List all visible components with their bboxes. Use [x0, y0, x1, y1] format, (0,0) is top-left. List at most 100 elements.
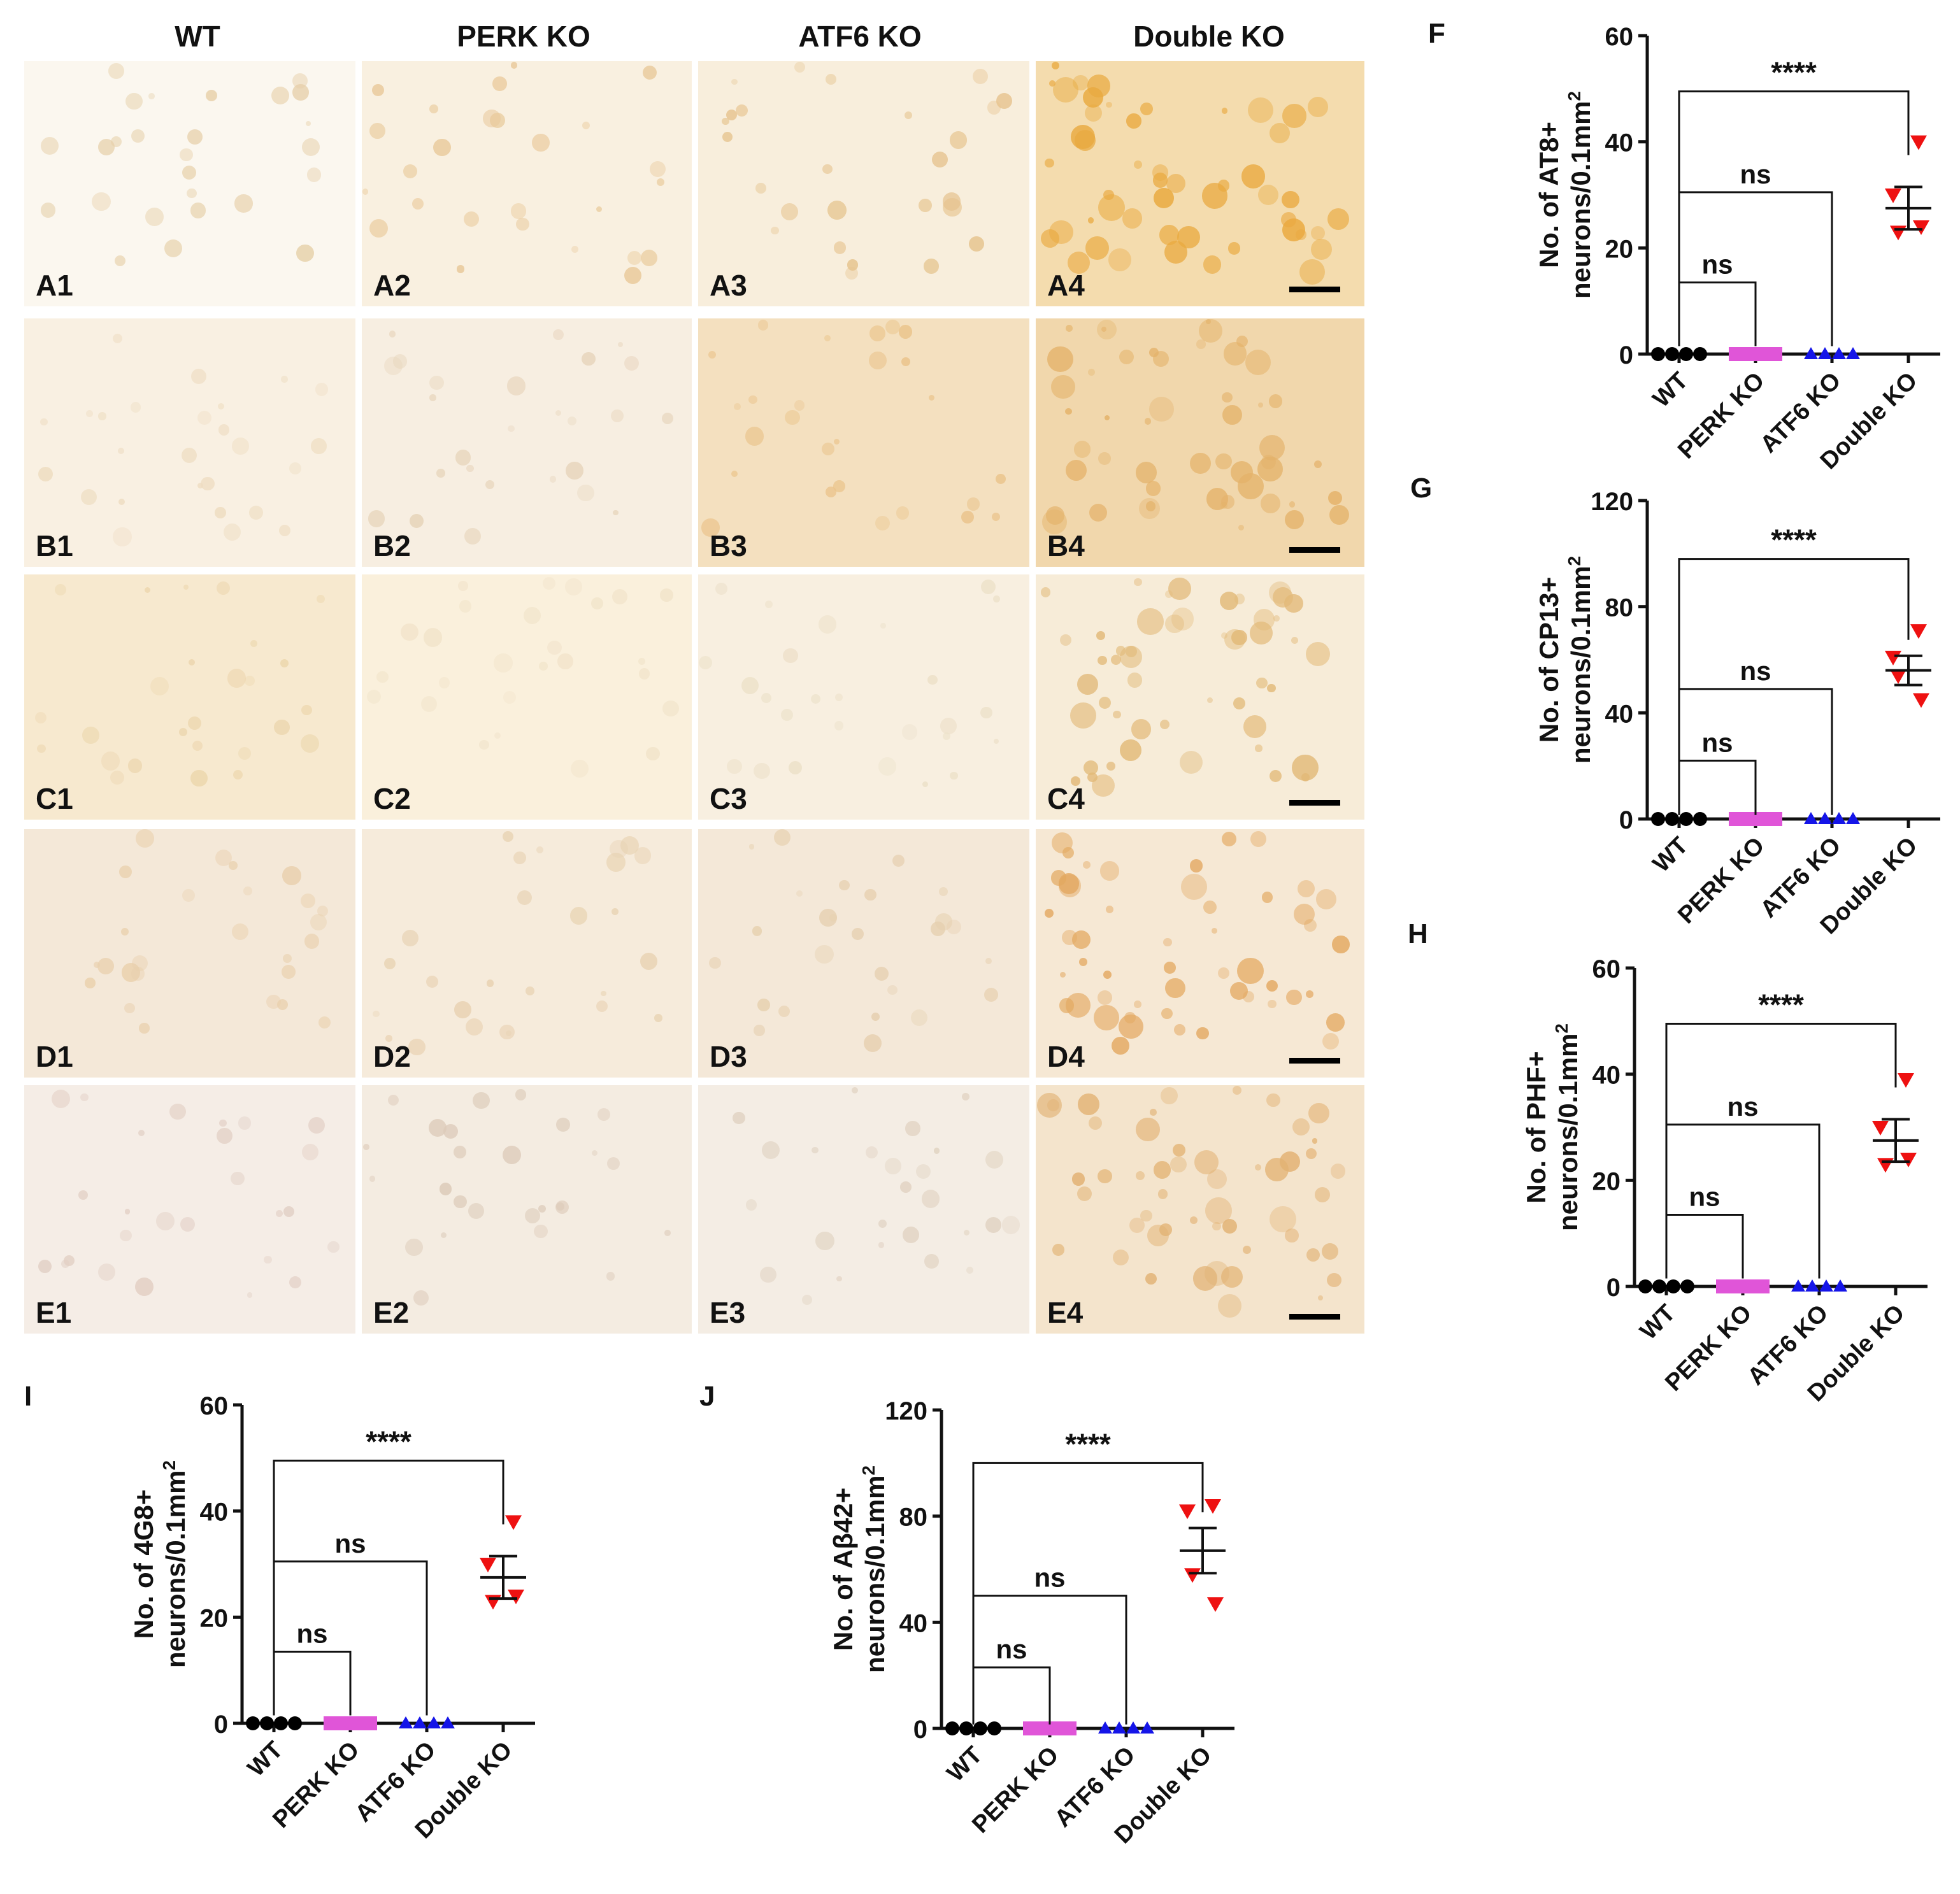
cell-mark	[187, 129, 203, 145]
cell-mark	[985, 1217, 1001, 1234]
cell-mark	[1133, 1000, 1141, 1008]
y-axis-label-line1: No. of Aβ42+	[828, 1488, 858, 1651]
cell-mark	[218, 403, 225, 410]
cell-mark	[117, 447, 124, 454]
cell-mark	[1051, 374, 1076, 399]
cell-mark	[135, 829, 154, 848]
cell-mark	[638, 658, 645, 666]
data-point-wt	[973, 1721, 987, 1735]
cell-mark	[1267, 683, 1276, 693]
cell-mark	[1115, 646, 1126, 656]
cell-mark	[121, 928, 129, 936]
cell-mark	[757, 320, 769, 331]
y-tick-label: 40	[1605, 129, 1634, 157]
cell-mark	[938, 887, 948, 897]
y-tick-label: 40	[899, 1609, 928, 1637]
cell-mark	[794, 400, 805, 411]
cell-mark	[1268, 999, 1277, 1009]
cell-mark	[1304, 918, 1317, 932]
cell-mark	[503, 691, 516, 704]
cell-mark	[1266, 1093, 1280, 1107]
cell-mark	[282, 866, 301, 885]
cell-mark	[1047, 1099, 1059, 1111]
cell-mark	[606, 853, 626, 872]
cell-mark	[405, 1239, 423, 1257]
cell-mark	[810, 694, 820, 704]
cell-mark	[1122, 208, 1143, 229]
cell-mark	[40, 203, 56, 218]
cell-mark	[1070, 776, 1080, 786]
cell-mark	[543, 576, 556, 590]
cell-mark	[412, 198, 424, 210]
cell-mark	[1126, 113, 1141, 129]
cell-mark	[1078, 1093, 1099, 1115]
cell-mark	[371, 83, 384, 96]
significance-bracket	[1678, 191, 1833, 346]
micrograph-c3: C3	[698, 574, 1029, 820]
cell-mark	[517, 890, 533, 906]
data-point-wt	[1651, 812, 1665, 826]
cell-mark	[318, 1016, 331, 1029]
cell-mark	[300, 893, 315, 908]
cell-mark	[1282, 104, 1306, 128]
cell-mark	[1106, 762, 1116, 771]
data-point-atf6-ko	[441, 1716, 455, 1728]
cell-mark	[429, 394, 436, 401]
cell-mark	[824, 335, 831, 342]
cell-mark	[836, 1276, 842, 1282]
cell-mark	[778, 1006, 790, 1018]
cell-mark	[188, 659, 195, 666]
cell-mark	[1133, 160, 1142, 169]
cell-mark	[984, 987, 999, 1002]
cell-mark	[455, 450, 471, 466]
cell-mark	[898, 325, 913, 339]
data-point-atf6-ko	[1846, 812, 1860, 824]
cell-mark	[180, 148, 193, 162]
cell-mark	[526, 986, 534, 995]
cell-mark	[780, 708, 794, 722]
data-point-double-ko	[480, 1558, 496, 1572]
data-point-wt	[1693, 347, 1707, 361]
data-point-wt	[1665, 347, 1679, 361]
data-point-wt	[274, 1716, 288, 1730]
cell-mark	[436, 469, 445, 478]
cell-mark	[1140, 103, 1154, 116]
micrograph-d2: D2	[362, 829, 692, 1078]
cell-mark	[1305, 641, 1331, 666]
cell-mark	[169, 1103, 186, 1120]
significance-bracket	[972, 1595, 1127, 1725]
cell-mark	[996, 473, 1006, 484]
data-point-double-ko	[1898, 1073, 1914, 1088]
cell-mark	[131, 129, 145, 143]
cell-mark	[429, 375, 444, 390]
micrograph-label: A4	[1047, 269, 1085, 302]
cell-mark	[1077, 1186, 1092, 1201]
cell-mark	[1315, 1186, 1331, 1203]
micrograph-e3: E3	[698, 1085, 1029, 1334]
cell-mark	[1103, 970, 1112, 979]
cell-mark	[880, 623, 886, 629]
cell-mark	[973, 69, 989, 84]
cell-mark	[553, 329, 564, 341]
cell-mark	[1106, 101, 1112, 108]
significance-label: ns	[1701, 727, 1733, 757]
micrograph-label: B1	[36, 529, 73, 562]
cell-mark	[433, 138, 451, 156]
y-tick-label: 0	[1606, 1274, 1620, 1302]
cell-mark	[1327, 208, 1350, 231]
data-point-wt	[1679, 812, 1693, 826]
cell-mark	[1331, 936, 1350, 953]
cell-mark	[227, 669, 247, 688]
cell-mark	[878, 757, 897, 776]
cell-mark	[1268, 394, 1283, 408]
data-point-atf6-ko	[1791, 1279, 1805, 1292]
cell-mark	[726, 110, 737, 121]
significance-bracket	[1678, 759, 1757, 815]
cell-mark	[1145, 1273, 1157, 1285]
cell-mark	[788, 760, 802, 774]
cell-mark	[612, 588, 628, 605]
cell-mark	[234, 194, 253, 213]
significance-label: ****	[1065, 1427, 1111, 1460]
cell-mark	[771, 226, 779, 235]
cell-mark	[38, 467, 53, 482]
